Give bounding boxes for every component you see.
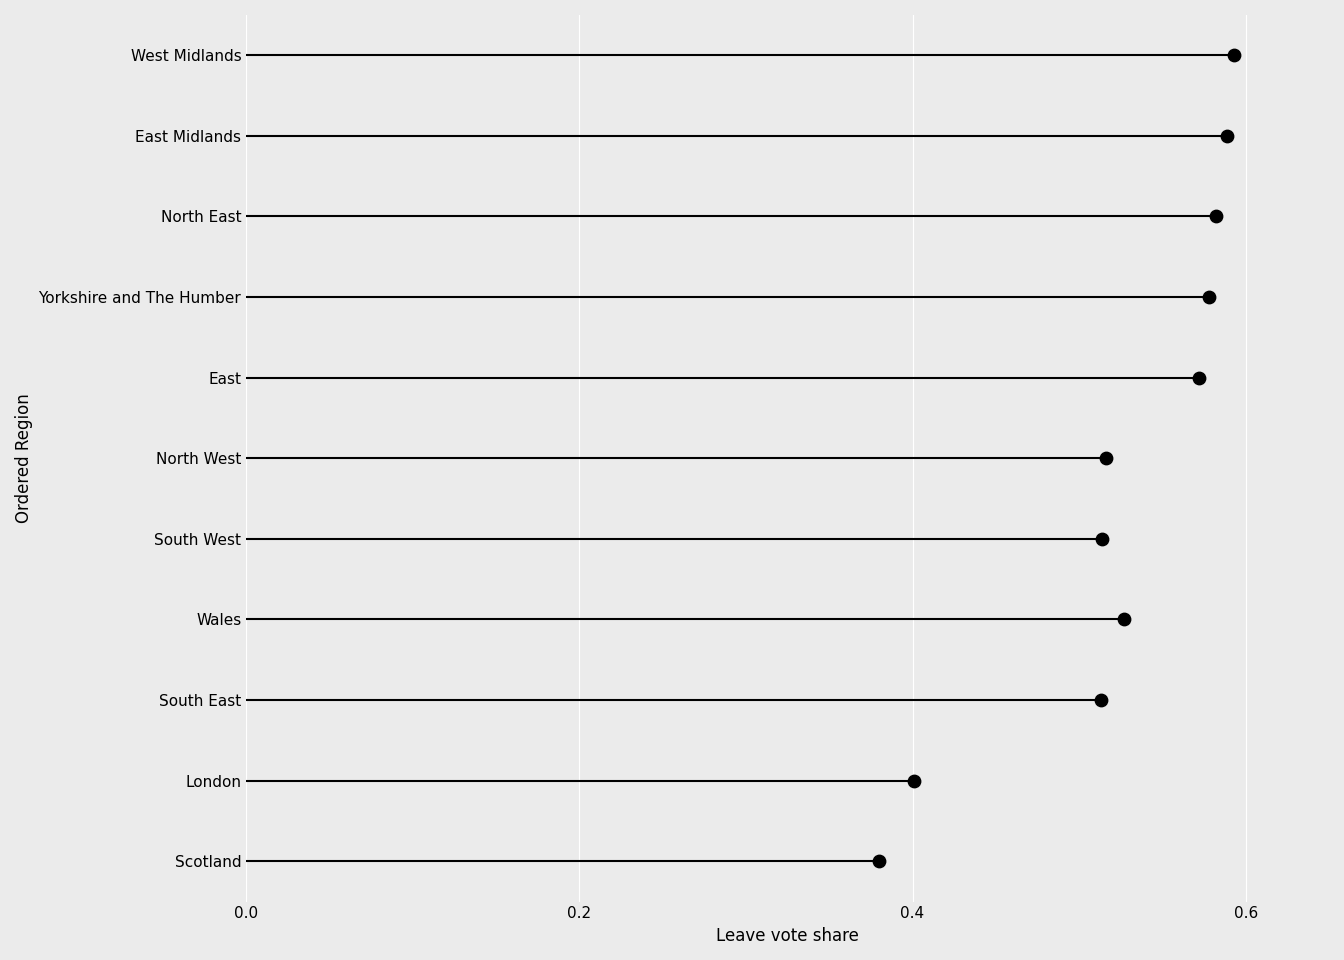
Point (1206, 209, 1227, 225)
Point (1095, 450, 1117, 466)
Point (1199, 289, 1220, 304)
Point (1223, 48, 1245, 63)
Point (1091, 531, 1113, 546)
X-axis label: Leave vote share: Leave vote share (716, 927, 859, 945)
Point (1216, 129, 1238, 144)
Point (1090, 692, 1111, 708)
Y-axis label: Ordered Region: Ordered Region (15, 394, 34, 523)
Point (903, 773, 925, 788)
Point (1188, 370, 1210, 385)
Point (1113, 612, 1134, 627)
Point (868, 853, 890, 869)
